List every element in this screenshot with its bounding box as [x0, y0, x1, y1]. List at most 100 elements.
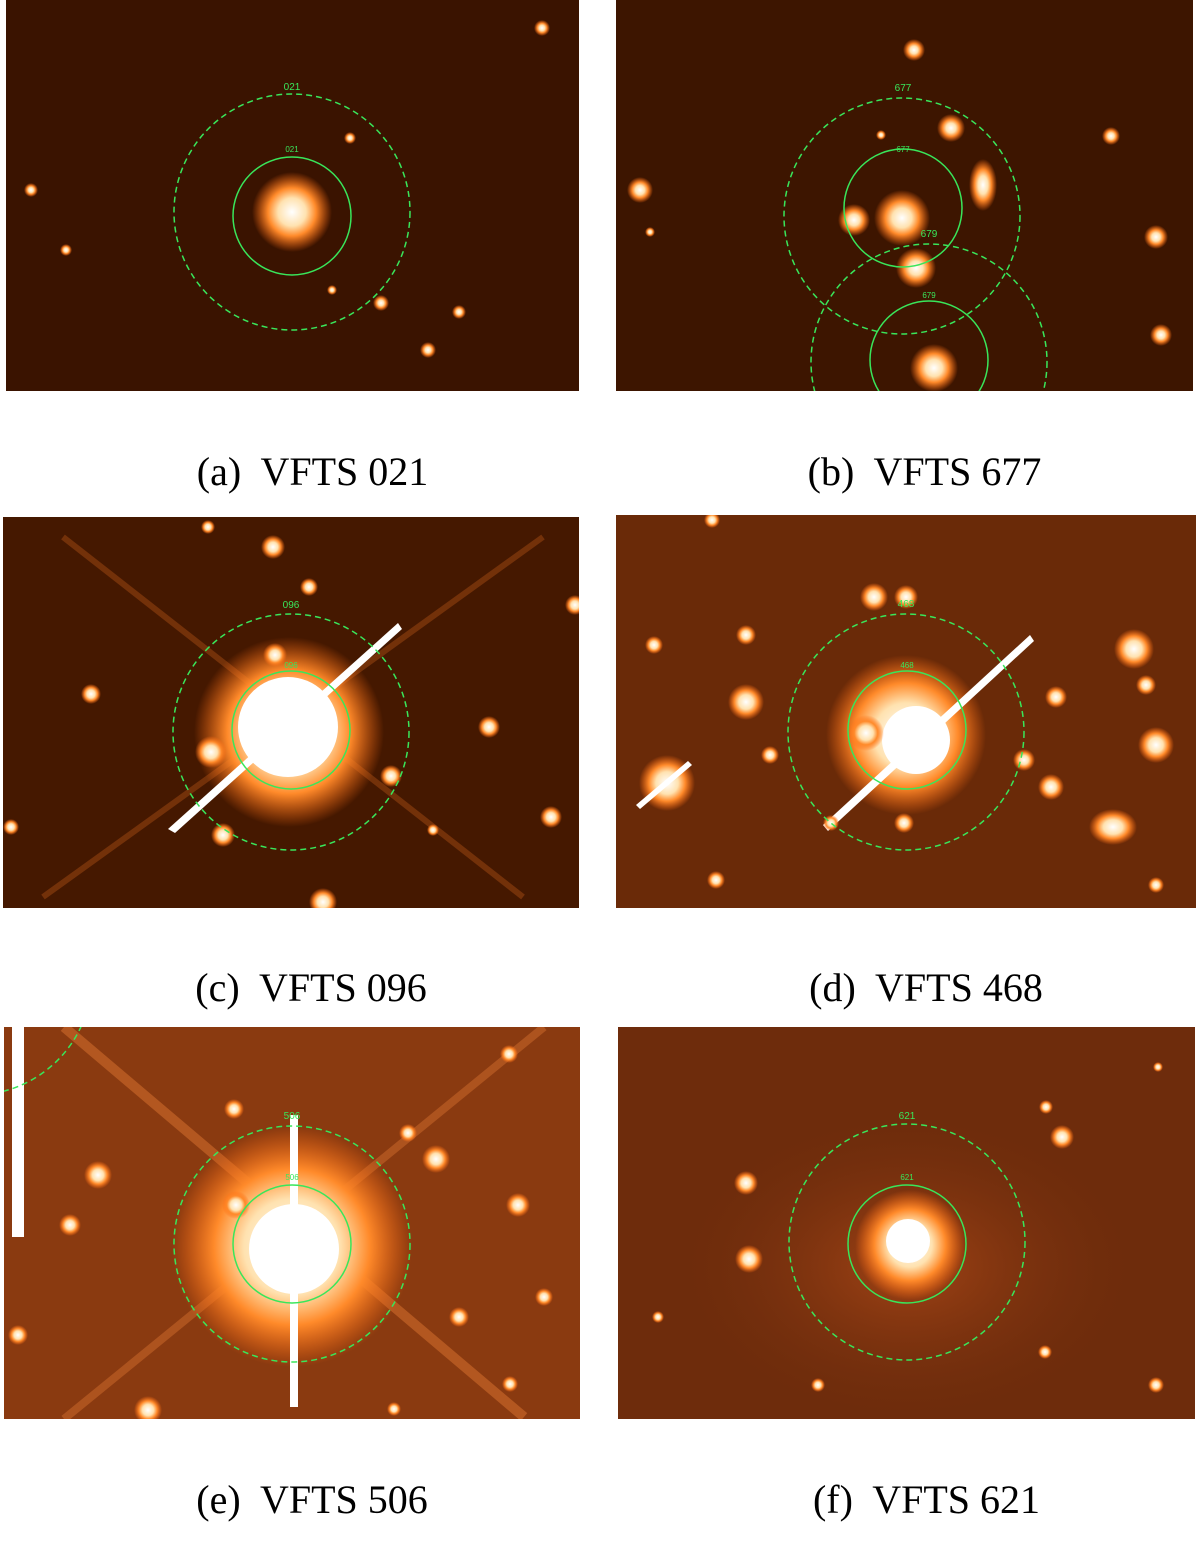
star [1114, 629, 1154, 669]
outer-aperture [787, 613, 1025, 851]
star [506, 1193, 530, 1217]
inner-aperture-label: 677 [896, 145, 910, 154]
caption-e: (e) VFTS 506 [4, 1440, 580, 1560]
star [327, 285, 337, 295]
caption-name: VFTS 621 [872, 1477, 1041, 1522]
star [309, 888, 337, 908]
inner-aperture-label: 096 [284, 661, 298, 670]
star [399, 1124, 417, 1142]
star [59, 1214, 81, 1236]
caption-name: VFTS 096 [258, 965, 427, 1010]
star [60, 244, 72, 256]
star [761, 746, 779, 764]
image-vfts-506: 506 506 [4, 1027, 580, 1419]
star [645, 227, 655, 237]
star [838, 204, 870, 236]
caption-f: (f) VFTS 621 [618, 1440, 1195, 1560]
star [734, 1171, 758, 1195]
image-vfts-621: 621 621 [618, 1027, 1195, 1419]
star [427, 824, 439, 836]
star [3, 819, 19, 835]
star [894, 585, 918, 609]
inner-aperture [847, 670, 967, 790]
outer-aperture-label: 506 [284, 1111, 301, 1122]
star [24, 183, 38, 197]
star [1050, 1125, 1074, 1149]
star [1138, 727, 1174, 763]
star [500, 1045, 518, 1063]
star [876, 130, 886, 140]
star [704, 515, 720, 528]
star [263, 643, 287, 667]
star [735, 1245, 763, 1273]
star [81, 684, 101, 704]
caption-letter: (b) [807, 449, 855, 494]
star-neighbor [910, 344, 958, 391]
star [1148, 1377, 1164, 1393]
inner-aperture-label: 021 [285, 145, 299, 154]
outer-aperture-label: 621 [899, 1111, 916, 1122]
caption-b: (b) VFTS 677 [616, 412, 1193, 532]
star-field-c: 096 096 [3, 520, 579, 908]
star [903, 39, 925, 61]
outer-aperture-label: 096 [283, 600, 300, 611]
star [1102, 127, 1120, 145]
caption-letter: (c) [195, 965, 240, 1010]
star-field-a: 021 021 [24, 20, 550, 358]
star [449, 1307, 469, 1327]
bleed-column [12, 1027, 24, 1237]
star [1013, 749, 1035, 771]
caption-letter: (a) [196, 449, 242, 494]
outer-aperture [173, 93, 411, 331]
inner-aperture-label: 621 [900, 1173, 914, 1182]
star [224, 1099, 244, 1119]
star [1038, 1345, 1052, 1359]
star [300, 578, 318, 596]
star [1039, 1100, 1053, 1114]
star [1038, 774, 1064, 800]
star-field-f: 621 621 [652, 1062, 1164, 1419]
saturation-streak [636, 761, 692, 809]
star [201, 520, 215, 534]
star [1153, 1062, 1163, 1072]
inner-aperture-label: 468 [900, 661, 914, 670]
star [565, 595, 579, 615]
star-field-d: 468 468 [636, 515, 1174, 893]
image-vfts-021: 021 021 [6, 0, 579, 391]
star [195, 736, 227, 768]
star [222, 1191, 250, 1219]
outer-aperture [173, 1125, 411, 1363]
bleed-column [290, 1115, 298, 1407]
star [540, 806, 562, 828]
star [8, 1325, 28, 1345]
star [1144, 225, 1168, 249]
star [134, 1396, 162, 1419]
inner-aperture-label: 506 [285, 1173, 299, 1182]
star [848, 715, 884, 751]
star [1150, 324, 1172, 346]
star [1136, 675, 1156, 695]
caption-letter: (e) [196, 1477, 241, 1522]
star [736, 625, 756, 645]
outer-aperture [172, 613, 410, 851]
image-vfts-096: 096 096 [3, 517, 579, 908]
star [728, 684, 764, 720]
star [478, 716, 500, 738]
star [211, 823, 235, 847]
saturated-core [886, 1219, 930, 1263]
inner-aperture [232, 156, 352, 276]
star [387, 1402, 401, 1416]
outer-aperture [788, 1123, 1026, 1361]
star [422, 1145, 450, 1173]
star [344, 132, 356, 144]
caption-letter: (d) [809, 965, 856, 1010]
saturated-core [882, 706, 950, 774]
caption-name: VFTS 506 [259, 1477, 428, 1522]
outer-aperture [783, 97, 1021, 335]
inner-aperture [231, 670, 351, 790]
star [811, 1378, 825, 1392]
star [534, 20, 550, 36]
star-target [874, 190, 930, 246]
outer-aperture-label: 021 [284, 82, 301, 93]
star [380, 765, 402, 787]
